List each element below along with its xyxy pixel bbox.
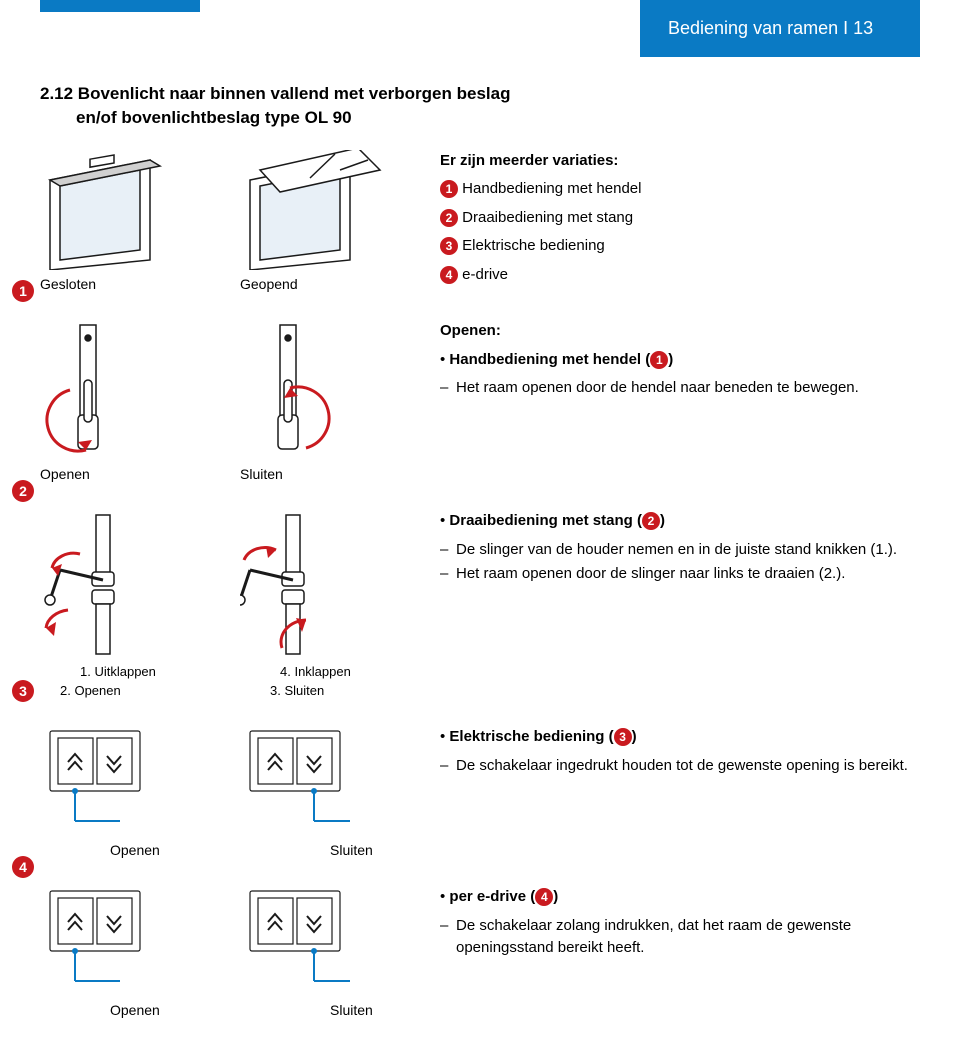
intro-num-1: 1 bbox=[440, 180, 458, 198]
s1-bullet-a: Handbediening met hendel ( bbox=[449, 351, 650, 368]
figure-lever-open: Openen 2 bbox=[40, 320, 200, 482]
caption-edrive-open: Openen bbox=[110, 1002, 200, 1018]
section-heading-line1: 2.12 Bovenlicht naar binnen vallend met … bbox=[40, 84, 510, 103]
row-marker-1: 1 bbox=[12, 280, 34, 302]
s3-line: De schakelaar ingedrukt houden tot de ge… bbox=[440, 755, 920, 778]
s4-num: 4 bbox=[535, 888, 553, 906]
s2-num: 2 bbox=[642, 512, 660, 530]
figure-crank-close: 4. Inklappen 3. Sluiten bbox=[240, 510, 400, 698]
s1-num: 1 bbox=[650, 351, 668, 369]
section2-text: • Draaibediening met stang (2) De slinge… bbox=[440, 510, 920, 588]
row-marker-3: 3 bbox=[12, 680, 34, 702]
caption-switch-open: Openen bbox=[110, 842, 200, 858]
s3-num: 3 bbox=[614, 728, 632, 746]
section4-text: • per e-drive (4) De schakelaar zolang i… bbox=[440, 886, 920, 962]
intro-num-2: 2 bbox=[440, 209, 458, 227]
intro-item-1: Handbediening met hendel bbox=[462, 180, 641, 197]
lbl-uitklappen: 1. Uitklappen bbox=[80, 664, 200, 679]
figure-edrive-open: Openen bbox=[40, 886, 200, 1018]
section1-text: Openen: • Handbediening met hendel (1) H… bbox=[440, 320, 920, 402]
caption-switch-close: Sluiten bbox=[330, 842, 400, 858]
s3-bullet-b: ) bbox=[632, 728, 637, 745]
figure-switch-open: Openen 4 bbox=[40, 726, 200, 858]
intro-heading: Er zijn meerder variaties: bbox=[440, 150, 920, 173]
figure-edrive-close: Sluiten bbox=[240, 886, 400, 1018]
intro-item-4: e-drive bbox=[462, 266, 508, 283]
caption-edrive-close: Sluiten bbox=[330, 1002, 400, 1018]
s2-bullet-a: Draaibediening met stang ( bbox=[449, 512, 642, 529]
figure-lever-close: Sluiten bbox=[240, 320, 400, 482]
s2-line2: Het raam openen door de slinger naar lin… bbox=[440, 563, 920, 586]
row-marker-2: 2 bbox=[12, 480, 34, 502]
header-accent-bar bbox=[40, 0, 200, 12]
lbl-sluiten3: 3. Sluiten bbox=[270, 683, 400, 698]
section1-title: Openen: bbox=[440, 320, 920, 343]
s1-bullet-b: ) bbox=[668, 351, 673, 368]
caption-lever-open: Openen bbox=[40, 466, 200, 482]
caption-geopend: Geopend bbox=[240, 276, 400, 292]
section-heading: 2.12 Bovenlicht naar binnen vallend met … bbox=[40, 82, 920, 130]
section3-text: • Elektrische bediening (3) De schakelaa… bbox=[440, 726, 920, 779]
s4-line: De schakelaar zolang indrukken, dat het … bbox=[440, 915, 920, 960]
caption-gesloten: Gesloten bbox=[40, 276, 200, 292]
intro-item-2: Draaibediening met stang bbox=[462, 209, 633, 226]
intro-block: Er zijn meerder variaties: 1 Handbedieni… bbox=[440, 150, 920, 293]
figure-window-open: Geopend bbox=[240, 150, 400, 292]
figure-window-closed: Gesloten 1 bbox=[40, 150, 200, 292]
s1-line: Het raam openen door de hendel naar bene… bbox=[440, 377, 920, 400]
s4-bullet-b: ) bbox=[553, 888, 558, 905]
intro-num-3: 3 bbox=[440, 237, 458, 255]
figure-switch-close: Sluiten bbox=[240, 726, 400, 858]
intro-num-4: 4 bbox=[440, 266, 458, 284]
lbl-openen2: 2. Openen bbox=[60, 683, 200, 698]
page-header: Bediening van ramen I 13 bbox=[640, 0, 920, 57]
intro-item-3: Elektrische bediening bbox=[462, 237, 605, 254]
s2-line1: De slinger van de houder nemen en in de … bbox=[440, 539, 920, 562]
section-heading-line2: en/of bovenlichtbeslag type OL 90 bbox=[40, 106, 920, 130]
figure-crank-open: 1. Uitklappen 2. Openen 3 bbox=[40, 510, 200, 698]
lbl-inklappen: 4. Inklappen bbox=[280, 664, 400, 679]
s2-bullet-b: ) bbox=[660, 512, 665, 529]
caption-lever-close: Sluiten bbox=[240, 466, 400, 482]
s4-bullet-a: per e-drive ( bbox=[449, 888, 535, 905]
row-marker-4: 4 bbox=[12, 856, 34, 878]
s3-bullet-a: Elektrische bediening ( bbox=[449, 728, 613, 745]
page-header-title: Bediening van ramen I 13 bbox=[668, 18, 873, 38]
